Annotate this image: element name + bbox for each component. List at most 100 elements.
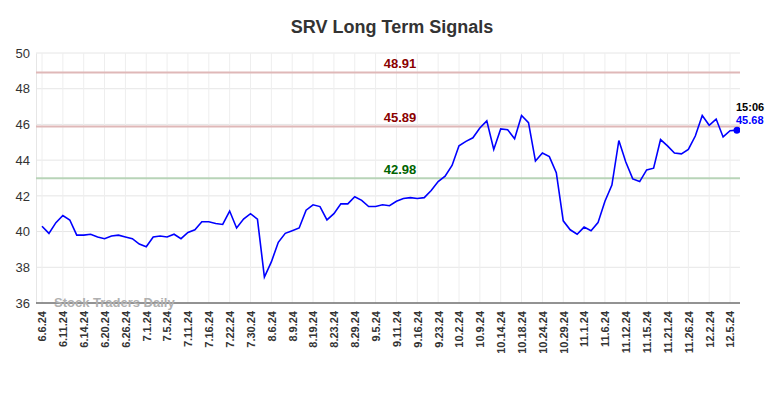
y-tick: 46 xyxy=(16,117,36,132)
x-tick: 8.19.24 xyxy=(307,303,319,348)
x-tick-label: 12.2.24 xyxy=(704,310,716,348)
y-tick: 36 xyxy=(16,296,36,311)
reference-line xyxy=(36,125,740,127)
plot-area xyxy=(36,72,740,277)
x-tick: 11.15.24 xyxy=(641,303,653,353)
x-tick-label: 10.9.24 xyxy=(474,310,486,348)
x-tick: 10.24.24 xyxy=(537,303,549,354)
x-tick: 10.29.24 xyxy=(558,303,570,354)
x-tick-label: 11.26.24 xyxy=(683,310,695,353)
x-tick-label: 7.30.24 xyxy=(245,310,257,348)
x-tick-label: 6.11.24 xyxy=(57,310,69,347)
last-value-label: 45.68 xyxy=(736,114,764,126)
x-tick-label: 8.9.24 xyxy=(287,310,299,341)
y-tick: 40 xyxy=(16,224,36,239)
x-tick: 10.9.24 xyxy=(474,303,486,348)
y-tick-label: 36 xyxy=(16,296,30,311)
x-tick-label: 6.20.24 xyxy=(99,310,111,348)
y-tick: 42 xyxy=(16,189,36,204)
x-tick-label: 12.5.24 xyxy=(724,310,736,348)
x-tick-label: 6.6.24 xyxy=(36,310,48,341)
x-tick: 9.16.24 xyxy=(412,303,424,348)
x-tick: 8.6.24 xyxy=(266,303,278,342)
x-tick-label: 11.21.24 xyxy=(662,310,674,353)
y-tick-label: 44 xyxy=(16,153,30,168)
x-tick-label: 11.12.24 xyxy=(620,310,632,353)
chart-container: SRV Long Term Signals 36 38 40 42 44 46 48 50 6.6… xyxy=(0,0,784,398)
x-tick-label: 8.23.24 xyxy=(328,310,340,348)
x-tick: 11.26.24 xyxy=(683,303,695,353)
x-tick: 12.5.24 xyxy=(724,303,736,348)
grid xyxy=(36,53,740,303)
reference-line xyxy=(36,71,740,73)
x-tick-label: 9.16.24 xyxy=(412,310,424,348)
x-tick-label: 6.26.24 xyxy=(120,310,132,348)
x-tick: 6.6.24 xyxy=(36,303,48,342)
x-tick-label: 7.1.24 xyxy=(141,310,153,341)
x-tick: 12.2.24 xyxy=(704,303,716,348)
y-tick-label: 46 xyxy=(16,117,30,132)
y-tick: 44 xyxy=(16,153,36,168)
x-tick-label: 10.29.24 xyxy=(558,310,570,354)
y-tick: 38 xyxy=(16,260,36,275)
reference-label: 45.89 xyxy=(384,110,417,125)
x-tick-label: 7.11.24 xyxy=(182,310,194,347)
title: SRV Long Term Signals xyxy=(291,17,493,37)
watermark: Stock Traders Daily xyxy=(54,295,175,310)
y-tick: 50 xyxy=(16,46,36,61)
x-tick: 10.14.24 xyxy=(495,303,507,354)
x-tick: 7.22.24 xyxy=(224,303,236,348)
x-tick-label: 11.6.24 xyxy=(599,310,611,347)
x-tick: 10.18.24 xyxy=(516,303,528,354)
x-tick: 9.5.24 xyxy=(370,303,382,342)
x-tick-label: 11.15.24 xyxy=(641,310,653,353)
grid-line-y xyxy=(36,160,740,161)
grid-line-y xyxy=(36,195,740,196)
x-tick: 10.2.24 xyxy=(453,303,465,348)
x-tick-label: 9.11.24 xyxy=(391,310,403,347)
price-line xyxy=(42,116,737,278)
y-tick-label: 48 xyxy=(16,81,30,96)
grid-line-y xyxy=(36,53,740,54)
y-axis: 36 38 40 42 44 46 48 50 xyxy=(16,46,37,311)
x-tick: 8.29.24 xyxy=(349,303,361,348)
last-time-label: 15:06 xyxy=(736,101,764,113)
grid-line-y xyxy=(36,267,740,268)
x-tick: 11.1.24 xyxy=(578,303,590,347)
x-tick-label: 10.14.24 xyxy=(495,310,507,354)
x-tick: 8.23.24 xyxy=(328,303,340,348)
x-tick: 9.11.24 xyxy=(391,303,403,347)
x-tick-label: 6.14.24 xyxy=(78,310,90,348)
x-axis: 6.6.24 6.11.24 6.14.24 6.20.24 6.26.24 7.1.24… xyxy=(36,303,740,354)
x-tick-label: 11.1.24 xyxy=(578,310,590,347)
x-tick: 7.11.24 xyxy=(182,303,194,347)
y-tick-label: 50 xyxy=(16,46,30,61)
x-tick-label: 10.2.24 xyxy=(453,310,465,348)
x-tick-label: 10.18.24 xyxy=(516,310,528,354)
x-tick: 11.12.24 xyxy=(620,303,632,353)
y-tick-label: 40 xyxy=(16,224,30,239)
y-tick-label: 42 xyxy=(16,189,30,204)
y-tick-label: 38 xyxy=(16,260,30,275)
x-tick-label: 8.6.24 xyxy=(266,310,278,341)
x-tick-label: 10.24.24 xyxy=(537,310,549,354)
chart-svg: SRV Long Term Signals 36 38 40 42 44 46 48 50 6.6… xyxy=(0,0,784,398)
reference-label: 42.98 xyxy=(384,162,417,177)
y-tick: 48 xyxy=(16,81,36,96)
x-tick-label: 9.23.24 xyxy=(433,310,445,348)
x-tick-label: 7.5.24 xyxy=(161,310,173,341)
x-tick: 11.21.24 xyxy=(662,303,674,353)
grid-line-y xyxy=(36,88,740,89)
reference-label: 48.91 xyxy=(384,56,417,71)
x-tick-label: 7.22.24 xyxy=(224,310,236,348)
x-tick: 7.16.24 xyxy=(203,303,215,348)
x-tick-label: 7.16.24 xyxy=(203,310,215,348)
x-tick: 8.9.24 xyxy=(287,303,299,342)
grid-line-y xyxy=(36,231,740,232)
x-tick-label: 9.5.24 xyxy=(370,310,382,341)
x-tick: 9.23.24 xyxy=(433,303,445,348)
last-point xyxy=(734,127,741,134)
x-tick: 7.30.24 xyxy=(245,303,257,348)
x-tick-label: 8.19.24 xyxy=(307,310,319,348)
x-tick-label: 8.29.24 xyxy=(349,310,361,348)
